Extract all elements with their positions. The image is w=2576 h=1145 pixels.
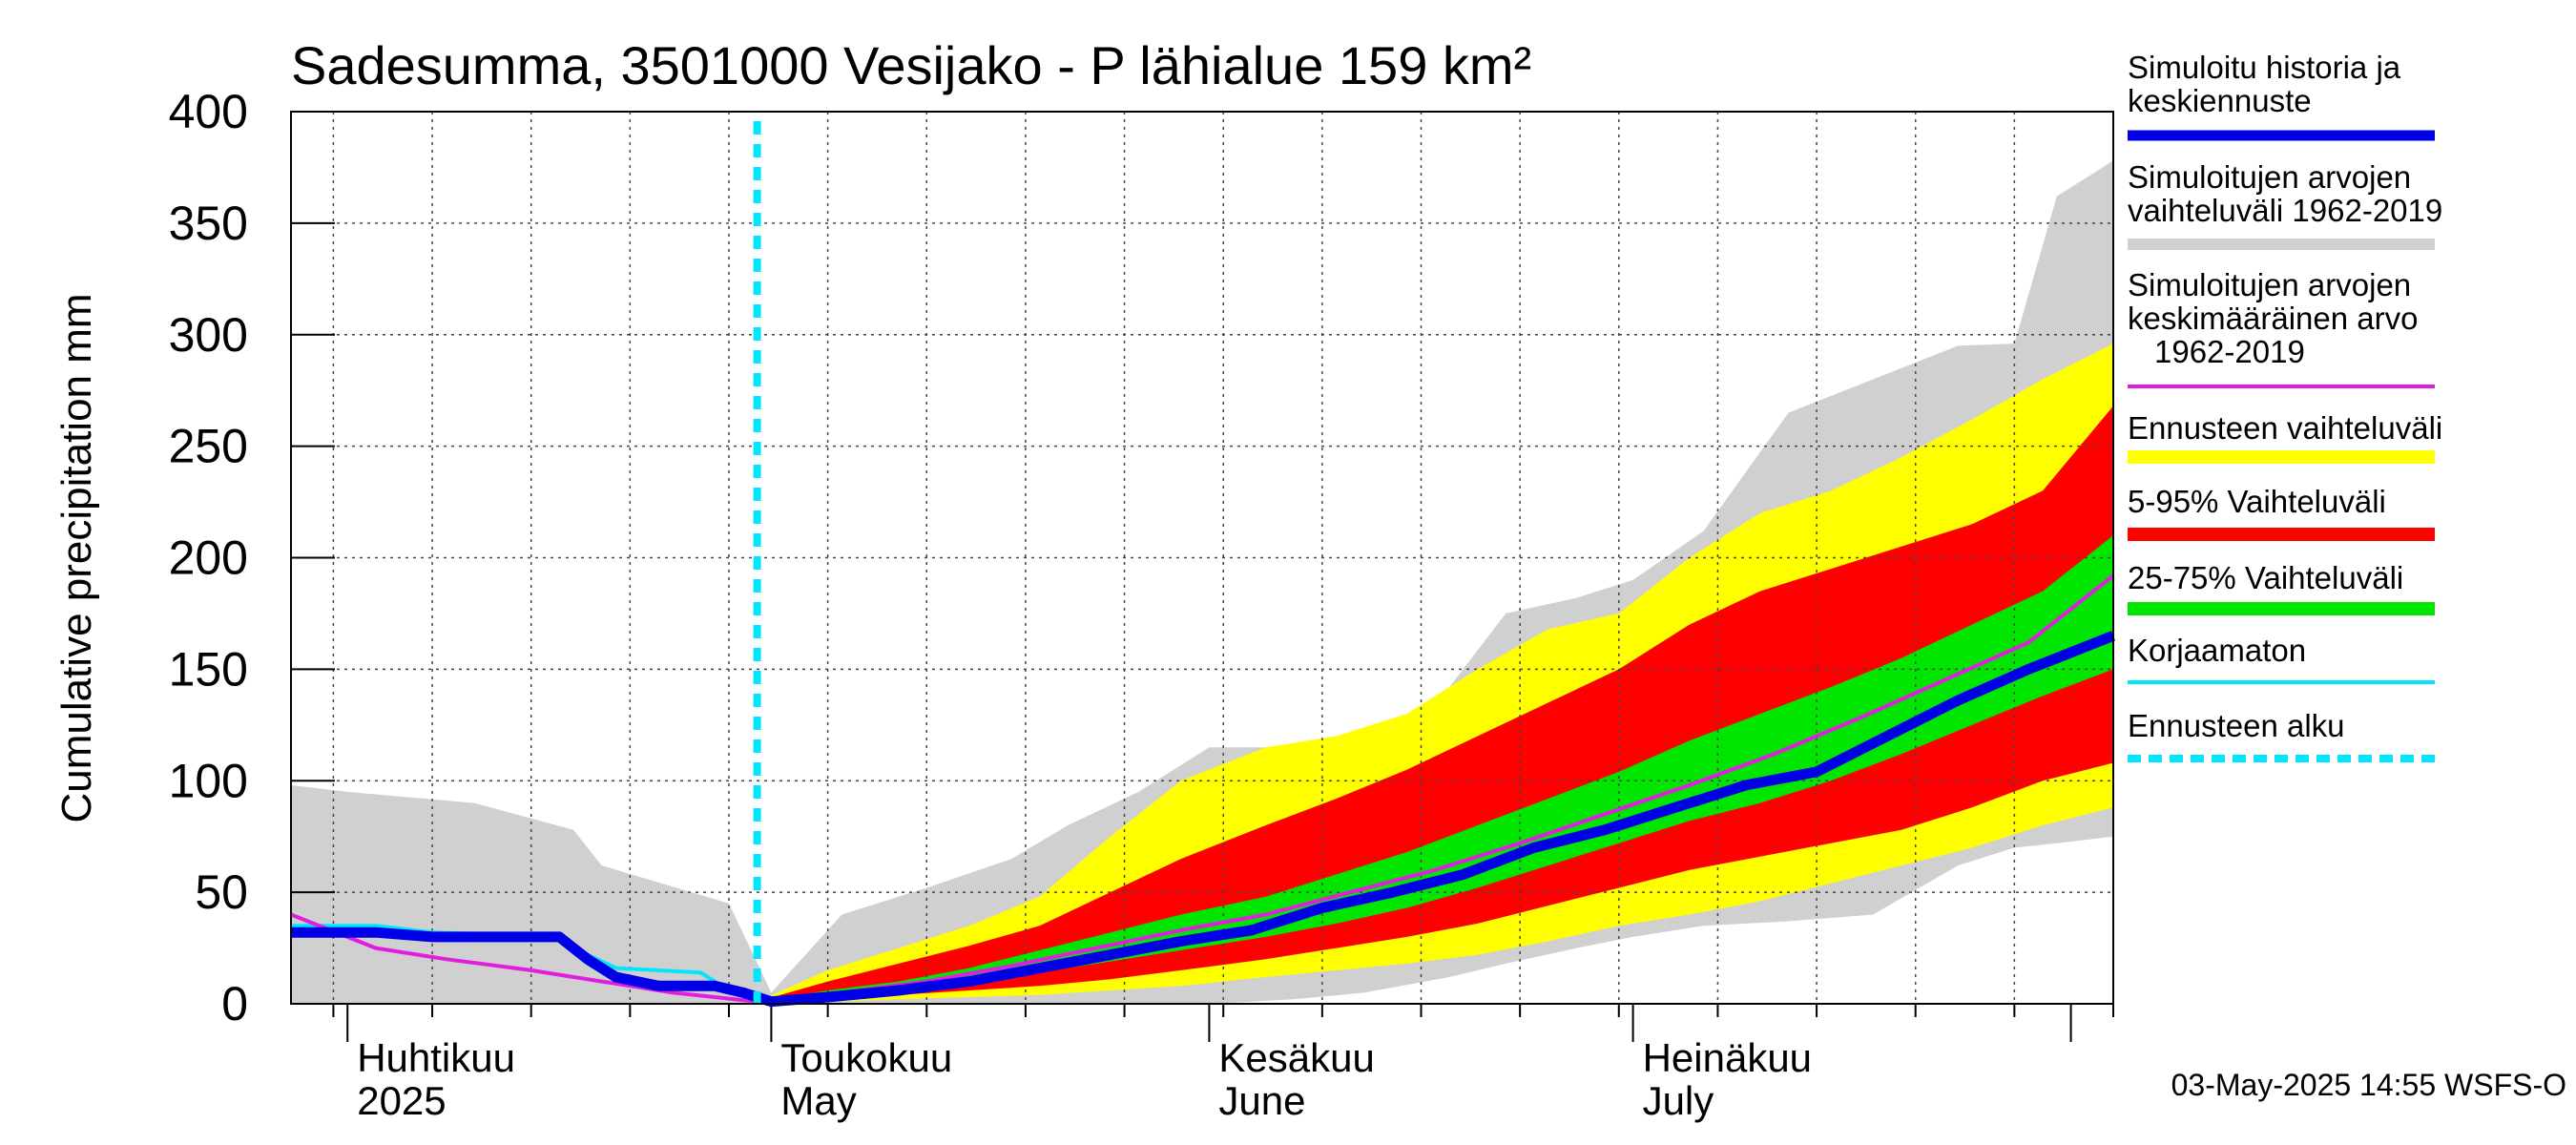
y-tick-label: 200 — [169, 531, 248, 585]
y-tick-label: 100 — [169, 754, 248, 807]
legend-label: 5-95% Vaihteluväli — [2128, 484, 2386, 519]
x-month-label: Toukokuu — [780, 1035, 952, 1080]
y-tick-label: 400 — [169, 85, 248, 138]
timestamp: 03-May-2025 14:55 WSFS-O — [2171, 1068, 2566, 1102]
legend-label: vaihteluväli 1962-2019 — [2128, 193, 2442, 228]
x-month-label: Heinäkuu — [1643, 1035, 1812, 1080]
lines-layer — [290, 121, 2116, 1008]
legend-label: Korjaamaton — [2128, 633, 2306, 668]
line-simuloitujen-arvojen-keskim-r-inen-arvo-1962-2019 — [290, 573, 2115, 1004]
y-axis-label: Cumulative precipitation mm — [53, 293, 100, 822]
y-tick-label: 300 — [169, 308, 248, 362]
bands-layer — [291, 160, 2113, 1005]
legend-label: Ennusteen alku — [2128, 708, 2345, 743]
x-month-label: Huhtikuu — [357, 1035, 515, 1080]
legend-label: keskiennuste — [2128, 83, 2312, 118]
x-month-label: Kesäkuu — [1218, 1035, 1374, 1080]
legend-label: Simuloitujen arvojen — [2128, 159, 2411, 195]
legend-label: 25-75% Vaihteluväli — [2128, 560, 2403, 595]
y-tick-label: 250 — [169, 420, 248, 473]
x-month-sublabel: July — [1643, 1078, 1714, 1123]
x-month-sublabel: June — [1218, 1078, 1305, 1123]
y-tick-label: 150 — [169, 642, 248, 696]
y-tick-label: 350 — [169, 197, 248, 250]
line-simuloitu-historia-ja-keskiennuste — [291, 631, 2116, 1008]
chart-title: Sadesumma, 3501000 Vesijako - P lähialue… — [291, 35, 1531, 95]
legend-label: Ennusteen vaihteluväli — [2128, 410, 2442, 446]
legend-label: Simuloitujen arvojen — [2128, 267, 2411, 302]
legend-label: Simuloitu historia ja — [2128, 50, 2401, 85]
y-tick-label: 0 — [221, 977, 248, 1030]
legend-label: keskimääräinen arvo — [2128, 301, 2418, 336]
legend-label: 1962-2019 — [2154, 334, 2305, 369]
x-month-sublabel: 2025 — [357, 1078, 446, 1123]
y-tick-label: 50 — [195, 865, 248, 919]
x-month-sublabel: May — [780, 1078, 856, 1123]
band-25-75-vaihteluv-li — [757, 535, 2113, 1004]
y-axis: 0 50 100 150 200 250 300 350 400 — [169, 85, 335, 1030]
